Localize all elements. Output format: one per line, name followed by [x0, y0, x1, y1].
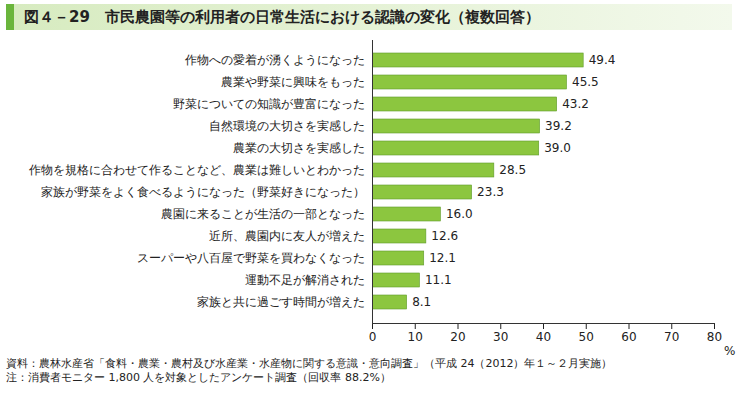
svg-text:39.0: 39.0	[544, 141, 571, 155]
svg-text:39.2: 39.2	[545, 119, 572, 133]
svg-text:49.4: 49.4	[589, 53, 616, 67]
svg-text:30: 30	[493, 330, 508, 344]
html-text:図４－29 市民農園等の利用者の日常生活における認識の変化（: 図４－29 市民農園等の利用者の日常生活における認識の変化（複数回答）	[24, 8, 540, 26]
svg-text:8.1: 8.1	[412, 295, 431, 309]
svg-text:28.5: 28.5	[499, 163, 526, 177]
svg-text:50: 50	[579, 330, 594, 344]
svg-text:作物を規格に合わせて作ることなど、農業は難しいとわかった: 作物を規格に合わせて作ることなど、農業は難しいとわかった	[28, 163, 365, 177]
svg-text:11.1: 11.1	[425, 273, 452, 287]
svg-text:12.6: 12.6	[431, 229, 458, 243]
svg-text:10: 10	[408, 330, 423, 344]
svg-text:農業の大切さを実感した: 農業の大切さを実感した	[233, 141, 365, 155]
svg-text:60: 60	[621, 330, 636, 344]
svg-text:作物への愛着が湧くようになった: 作物への愛着が湧くようになった	[184, 53, 365, 67]
svg-text:家族と共に過ごす時間が増えた: 家族と共に過ごす時間が増えた	[197, 295, 365, 309]
svg-text:野菜についての知識が豊富になった: 野菜についての知識が豊富になった	[173, 97, 365, 111]
html-text:資料：農林水産省「食料・農業・農村及び水産業・水産物に関する: 資料：農林水産省「食料・農業・農村及び水産業・水産物に関する意識・意向調査」（平…	[6, 357, 613, 370]
svg-text:農園に来ることが生活の一部となった: 農園に来ることが生活の一部となった	[161, 207, 365, 221]
html-text:注：消費者モニター 1,800 人を対象としたアンケート調査: 注：消費者モニター 1,800 人を対象としたアンケート調査（回収率 88.2%…	[6, 371, 391, 384]
svg-text:16.0: 16.0	[446, 207, 473, 221]
svg-text:80: 80	[707, 330, 722, 344]
svg-text:40: 40	[536, 330, 551, 344]
svg-text:農業や野菜に興味をもった: 農業や野菜に興味をもった	[221, 75, 365, 89]
svg-text:12.1: 12.1	[429, 251, 456, 265]
svg-text:70: 70	[664, 330, 679, 344]
svg-text:%: %	[724, 344, 735, 358]
svg-text:スーパーや八百屋で野菜を買わなくなった: スーパーや八百屋で野菜を買わなくなった	[137, 251, 365, 265]
svg-text:家族が野菜をよく食べるようになった（野菜好きになった）: 家族が野菜をよく食べるようになった（野菜好きになった）	[41, 185, 365, 199]
svg-text:20: 20	[450, 330, 465, 344]
svg-text:43.2: 43.2	[562, 97, 589, 111]
svg-text:0: 0	[369, 330, 377, 344]
svg-text:運動不足が解消された: 運動不足が解消された	[245, 273, 365, 287]
svg-text:23.3: 23.3	[477, 185, 504, 199]
svg-text:自然環境の大切さを実感した: 自然環境の大切さを実感した	[209, 119, 365, 133]
svg-text:近所、農園内に友人が増えた: 近所、農園内に友人が増えた	[209, 229, 365, 243]
svg-text:45.5: 45.5	[572, 75, 599, 89]
